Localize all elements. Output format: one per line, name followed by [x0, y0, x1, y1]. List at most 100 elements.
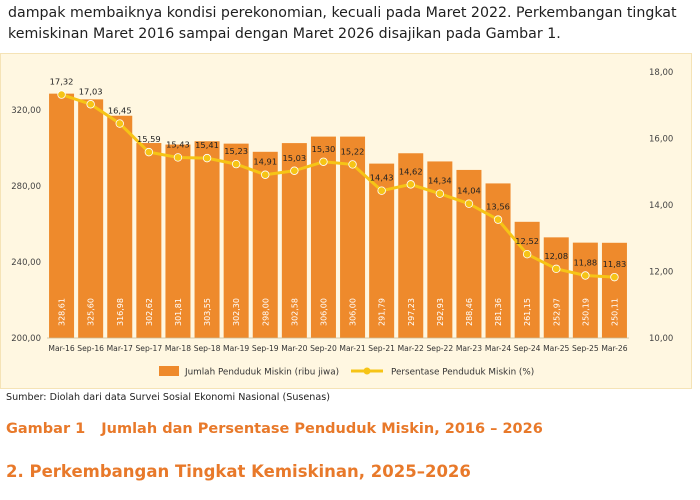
line-value-label: 14,91	[253, 157, 277, 167]
x-tick-label: Mar-20	[281, 344, 307, 353]
x-tick-label: Mar-21	[339, 344, 365, 353]
chart-source: Sumber: Diolah dari data Survei Sosial E…	[6, 392, 331, 403]
bar	[78, 99, 104, 338]
bar	[281, 143, 307, 338]
bar-value-label: 302,30	[232, 298, 241, 326]
x-tick-label: Mar-22	[398, 344, 424, 353]
y-left-tick-label: 280,00	[11, 182, 41, 192]
x-tick-label: Mar-24	[485, 344, 511, 353]
chart-container: 200,00 240,00 280,00 320,00 10,00 12,00 14,00 1…	[0, 53, 692, 389]
line-point	[57, 90, 66, 99]
x-tick-label: Mar-18	[165, 344, 191, 353]
legend-line-label: Persentase Penduduk Miskin (%)	[391, 368, 534, 378]
x-tick-label: Mar-17	[107, 344, 133, 353]
line-point	[610, 272, 619, 282]
bar	[107, 115, 133, 338]
bar-value-label: 302,62	[145, 298, 154, 326]
x-tick-label: Sep-25	[572, 344, 599, 353]
bar-value-label: 328,61	[58, 298, 67, 326]
line-point	[581, 271, 590, 280]
bar-value-label: 306,00	[319, 298, 328, 326]
bar	[572, 242, 598, 338]
line-value-label: 15,59	[137, 134, 161, 144]
legend-bar-swatch	[159, 366, 179, 376]
line-point	[231, 159, 241, 169]
line-value-label: 17,03	[79, 86, 103, 96]
bar	[485, 183, 511, 338]
intro-line-2: kemiskinan Maret 2016 sampai dengan Mare…	[8, 26, 561, 42]
line-value-label: 15,30	[312, 144, 336, 154]
line-point	[202, 153, 212, 163]
x-tick-label: Mar-19	[223, 344, 249, 353]
line-point	[115, 119, 124, 128]
x-tick-label: Mar-16	[48, 344, 74, 353]
poverty-chart: 200,00 240,00 280,00 320,00 10,00 12,00 14,00 1…	[11, 68, 673, 378]
line-point	[348, 160, 357, 169]
line-value-label: 14,62	[399, 166, 423, 176]
figure-caption: Gambar 1 Jumlah dan Persentase Penduduk M…	[6, 421, 543, 437]
bar-value-label: 250,11	[610, 298, 619, 326]
y-left-tick-label: 320,00	[11, 106, 41, 116]
line-value-label: 16,45	[108, 106, 132, 116]
intro-paragraph: dampak membaiknya kondisi perekonomian, …	[8, 3, 698, 45]
x-tick-label: Sep-24	[514, 344, 541, 353]
x-tick-label: Sep-22	[426, 344, 453, 353]
y-right-tick-label: 10,00	[649, 334, 673, 344]
bar-value-label: 303,55	[203, 298, 212, 326]
line-value-label: 17,32	[50, 77, 74, 87]
bar	[252, 151, 278, 338]
x-tick-label: Sep-20	[310, 344, 337, 353]
bar-value-label: 316,98	[116, 298, 125, 326]
line-point	[290, 166, 299, 175]
line-point	[86, 100, 95, 109]
bar-value-label: 252,97	[552, 298, 561, 326]
line-point	[261, 170, 270, 179]
figure-title: Jumlah dan Persentase Penduduk Miskin, 2…	[101, 421, 543, 437]
y-left-tick-label: 200,00	[11, 334, 41, 344]
x-tick-label: Sep-17	[135, 344, 162, 353]
line-value-label: 15,23	[224, 146, 248, 156]
line-point	[435, 189, 445, 198]
line-value-label: 15,43	[166, 139, 190, 149]
intro-line-1: dampak membaiknya kondisi perekonomian, …	[8, 5, 677, 21]
line-value-label: 15,03	[282, 153, 306, 163]
line-value-label: 14,34	[428, 176, 452, 186]
bar-value-label: 250,19	[581, 298, 590, 326]
line-value-label: 13,56	[486, 202, 510, 212]
line-value-label: 11,83	[603, 259, 627, 269]
y-right-tick-label: 18,00	[649, 68, 673, 78]
figure-number: Gambar 1	[6, 421, 86, 437]
legend-line-marker	[363, 367, 371, 375]
line-point	[522, 250, 532, 259]
line-point	[144, 147, 154, 157]
bar	[514, 221, 540, 338]
y-right-tick-label: 14,00	[649, 201, 673, 211]
x-tick-label: Sep-21	[368, 344, 395, 353]
bar	[310, 136, 336, 338]
bar-value-label: 261,15	[523, 298, 532, 326]
line-point	[319, 157, 328, 166]
line-point	[406, 180, 415, 189]
section-heading: 2. Perkembangan Tingkat Kemiskinan, 2025…	[6, 462, 471, 481]
bar	[136, 143, 162, 338]
x-tick-label: Sep-18	[194, 344, 221, 353]
y-left-tick-label: 240,00	[11, 258, 41, 268]
bar	[165, 144, 191, 338]
bar-value-label: 325,60	[87, 298, 96, 326]
bar-value-label: 297,23	[407, 298, 416, 326]
bar-value-label: 288,46	[465, 298, 474, 326]
x-tick-label: Mar-23	[456, 344, 482, 353]
x-tick-label: Mar-26	[601, 344, 627, 353]
bar	[543, 237, 569, 338]
y-right-tick-label: 12,00	[649, 268, 673, 278]
bar-value-label: 292,93	[436, 298, 445, 326]
bar	[194, 141, 220, 338]
line-value-label: 12,08	[544, 251, 568, 261]
line-value-label: 11,88	[573, 257, 597, 267]
y-right-tick-label: 16,00	[649, 135, 673, 145]
bar-value-label: 298,00	[261, 298, 270, 326]
bar-value-label: 301,81	[174, 298, 183, 326]
legend-bar-label: Jumlah Penduduk Miskin (ribu jiwa)	[184, 368, 339, 378]
line-point	[493, 215, 503, 224]
x-tick-label: Sep-16	[77, 344, 104, 353]
